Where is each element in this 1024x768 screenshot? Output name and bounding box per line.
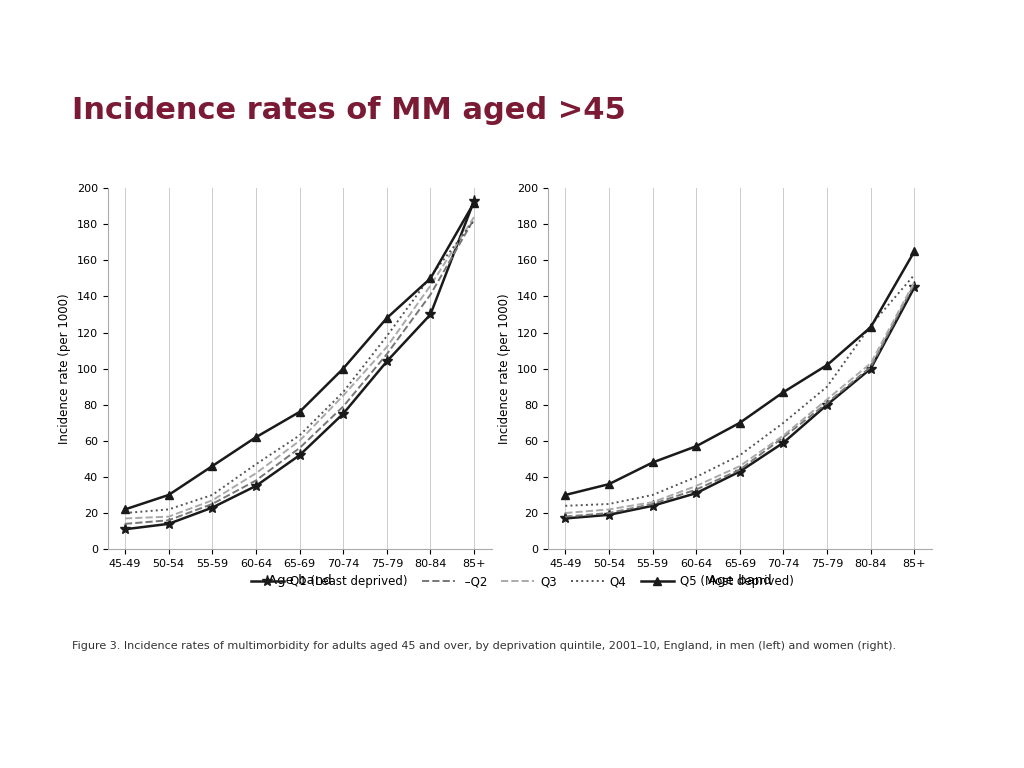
Text: Figure 3. Incidence rates of multimorbidity for adults aged 45 and over, by depr: Figure 3. Incidence rates of multimorbid… (72, 641, 896, 651)
Text: Incidence rates of MM aged >45: Incidence rates of MM aged >45 (72, 96, 626, 125)
Y-axis label: Incidence rate (per 1000): Incidence rate (per 1000) (499, 293, 511, 444)
Y-axis label: Incidence rate (per 1000): Incidence rate (per 1000) (58, 293, 71, 444)
X-axis label: Age band: Age band (708, 574, 772, 588)
Legend: Q1 (Least deprived),  –Q2, Q3, Q4, Q5 (Most deprived): Q1 (Least deprived), –Q2, Q3, Q4, Q5 (Mo… (246, 571, 799, 593)
Text: ⌂UCL: ⌂UCL (891, 15, 998, 47)
X-axis label: Age band: Age band (267, 574, 332, 588)
